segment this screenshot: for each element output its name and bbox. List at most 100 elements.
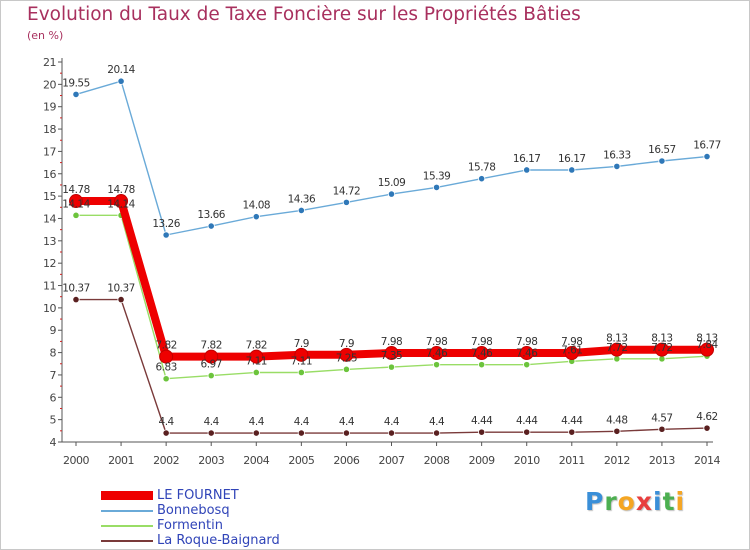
data-label-bonnebosq: 19.55 xyxy=(62,77,90,89)
data-label-formentin: 7.61 xyxy=(561,344,582,356)
data-point-bonnebosq xyxy=(252,213,260,221)
data-label-la-roque-baignard: 4.4 xyxy=(159,416,175,428)
legend-label-formentin: Formentin xyxy=(157,518,223,533)
data-point-formentin xyxy=(523,361,531,369)
data-label-formentin: 7.11 xyxy=(246,355,267,367)
data-point-bonnebosq xyxy=(342,198,351,206)
y-tick-label: 21 xyxy=(43,56,56,69)
data-point-formentin xyxy=(72,211,80,219)
data-label-formentin: 7.35 xyxy=(381,350,402,362)
data-point-le-fournet xyxy=(204,349,219,364)
legend-item-bonnebosq: Bonnebosq xyxy=(101,503,280,518)
data-point-formentin xyxy=(342,365,351,373)
data-point-formentin xyxy=(162,375,170,383)
data-label-la-roque-baignard: 4.4 xyxy=(429,416,445,428)
data-label-bonnebosq: 14.08 xyxy=(243,200,271,212)
data-point-le-fournet xyxy=(159,349,174,364)
data-label-la-roque-baignard: 4.48 xyxy=(606,414,627,426)
data-label-formentin: 7.84 xyxy=(696,339,718,351)
chart-subtitle: (en %) xyxy=(27,29,64,42)
y-tick-label: 8 xyxy=(50,347,57,360)
legend-swatch-bonnebosq xyxy=(101,509,153,512)
data-point-formentin xyxy=(432,361,441,369)
legend-item-la-roque-baignard: La Roque-Baignard xyxy=(101,533,280,548)
data-point-formentin xyxy=(478,361,486,369)
data-point-le-fournet xyxy=(609,342,624,357)
data-point-formentin xyxy=(207,372,215,380)
data-point-bonnebosq xyxy=(72,90,80,99)
data-point-le-fournet xyxy=(114,194,129,209)
data-label-le-fournet: 7.9 xyxy=(294,338,309,350)
data-point-la-roque-baignard xyxy=(613,427,621,435)
data-label-bonnebosq: 16.33 xyxy=(603,149,631,161)
x-tick-label: 2013 xyxy=(649,454,675,467)
x-tick-label: 2008 xyxy=(424,454,450,467)
data-point-formentin xyxy=(297,368,305,377)
data-point-bonnebosq xyxy=(703,152,711,161)
data-label-bonnebosq: 16.57 xyxy=(648,144,676,156)
data-label-le-fournet: 8.13 xyxy=(696,333,717,345)
x-tick-label: 2011 xyxy=(559,454,585,467)
y-tick-label: 20 xyxy=(43,78,56,91)
data-label-le-fournet: 14.78 xyxy=(107,184,135,196)
data-label-la-roque-baignard: 10.37 xyxy=(107,283,135,295)
x-tick-label: 2000 xyxy=(63,454,89,467)
y-tick-label: 11 xyxy=(43,280,56,293)
data-point-bonnebosq xyxy=(162,231,170,239)
data-label-le-fournet: 7.9 xyxy=(339,338,354,350)
data-point-la-roque-baignard xyxy=(72,296,80,304)
data-label-formentin: 6.97 xyxy=(201,359,222,371)
logo-letter: o xyxy=(617,487,636,516)
y-tick-label: 18 xyxy=(43,123,56,136)
x-tick-label: 2009 xyxy=(469,454,495,467)
data-label-la-roque-baignard: 4.44 xyxy=(471,415,493,427)
data-point-le-fournet xyxy=(249,349,264,364)
logo-letter: i xyxy=(653,487,663,516)
data-label-formentin: 6.83 xyxy=(155,362,176,374)
data-label-la-roque-baignard: 4.4 xyxy=(204,416,220,428)
y-tick-label: 17 xyxy=(43,145,56,158)
line-chart: 4 5 6 7 8 9 10 11 12 13 14 15 16 17 18 19 20 21 2000 2001 20… xyxy=(43,56,721,467)
logo-letter: i xyxy=(675,487,686,516)
data-label-le-fournet: 8.13 xyxy=(651,333,672,345)
legend-swatch-le-fournet xyxy=(101,491,153,500)
data-point-la-roque-baignard xyxy=(568,428,576,436)
data-label-la-roque-baignard: 4.4 xyxy=(384,416,400,428)
y-tick-label: 13 xyxy=(43,235,56,248)
data-point-bonnebosq xyxy=(658,157,666,165)
data-label-bonnebosq: 15.39 xyxy=(423,170,451,182)
data-label-la-roque-baignard: 4.4 xyxy=(249,416,265,428)
y-tick-label: 12 xyxy=(43,257,56,270)
data-label-le-fournet: 7.82 xyxy=(201,340,222,352)
x-tick-label: 2005 xyxy=(288,454,314,467)
data-point-bonnebosq xyxy=(523,166,531,174)
data-point-la-roque-baignard xyxy=(478,428,486,436)
data-label-bonnebosq: 16.77 xyxy=(693,140,721,152)
data-label-formentin: 7.11 xyxy=(291,355,312,367)
y-tick-label: 5 xyxy=(50,414,57,427)
data-point-la-roque-baignard xyxy=(658,425,666,433)
data-point-le-fournet xyxy=(339,347,354,362)
y-tick-label: 4 xyxy=(50,436,57,449)
data-label-la-roque-baignard: 4.57 xyxy=(651,412,672,424)
data-point-le-fournet xyxy=(429,346,444,361)
x-tick-label: 2014 xyxy=(694,454,720,467)
data-label-formentin: 7.46 xyxy=(426,348,448,360)
data-label-la-roque-baignard: 4.62 xyxy=(696,411,717,423)
data-label-le-fournet: 7.98 xyxy=(381,336,402,348)
data-label-formentin: 14.14 xyxy=(62,198,90,210)
data-point-le-fournet xyxy=(294,347,309,362)
data-point-bonnebosq xyxy=(432,183,441,191)
data-label-le-fournet: 8.13 xyxy=(606,333,627,345)
data-label-la-roque-baignard: 4.44 xyxy=(516,415,538,427)
data-label-la-roque-baignard: 10.37 xyxy=(62,283,90,295)
data-label-bonnebosq: 13.26 xyxy=(152,218,180,230)
data-point-la-roque-baignard xyxy=(703,424,711,432)
data-label-bonnebosq: 14.72 xyxy=(333,185,361,197)
data-point-formentin xyxy=(252,368,260,377)
y-tick-label: 16 xyxy=(43,168,56,181)
x-tick-label: 2010 xyxy=(514,454,540,467)
data-label-le-fournet: 7.98 xyxy=(471,336,492,348)
data-label-bonnebosq: 15.78 xyxy=(468,162,496,174)
